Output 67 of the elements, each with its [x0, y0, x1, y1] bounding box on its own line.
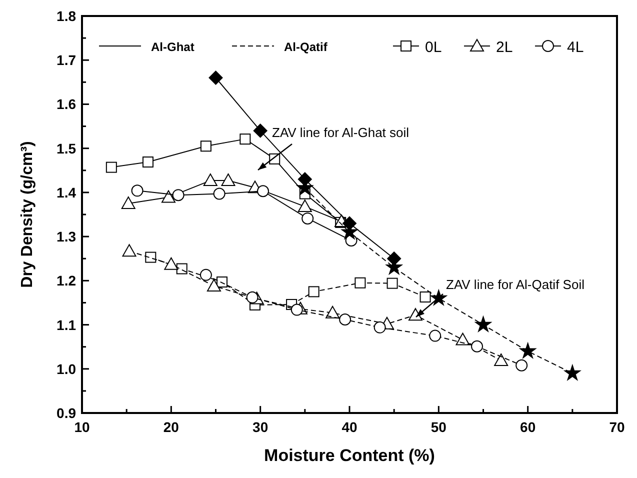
point [176, 263, 188, 274]
point [203, 174, 218, 186]
point [121, 196, 136, 209]
y-tick-label: 1.5 [56, 140, 76, 156]
x-tick-label: 60 [520, 419, 536, 435]
point [142, 156, 154, 168]
point [339, 313, 352, 326]
legend-label: 2L [496, 39, 513, 56]
point [429, 330, 442, 342]
x-tick-label: 40 [342, 419, 358, 435]
point [253, 124, 268, 138]
point [456, 332, 470, 346]
x-tick-label: 30 [252, 419, 268, 435]
point [494, 354, 508, 366]
point [200, 268, 212, 281]
annotation: Al-Qatif [284, 40, 328, 54]
point [216, 276, 228, 288]
point [213, 188, 226, 200]
point [206, 278, 221, 292]
point [516, 359, 528, 372]
point [354, 277, 366, 288]
legend-label: 0L [425, 39, 442, 56]
point [298, 200, 312, 212]
point [308, 286, 320, 298]
y-tick-label: 0.9 [56, 405, 76, 421]
point [122, 244, 136, 257]
point [221, 174, 236, 186]
y-tick-label: 1.8 [56, 8, 76, 24]
point [106, 162, 117, 173]
point [374, 321, 386, 334]
point [471, 340, 484, 352]
y-tick-label: 1.3 [56, 228, 76, 245]
point [246, 291, 258, 304]
x-tick-label: 20 [163, 419, 180, 435]
y-tick-label: 1.1 [56, 316, 76, 333]
point [131, 184, 144, 197]
point [164, 257, 178, 270]
x-axis-title: Moisture Content (%) [264, 446, 435, 465]
annotation: ZAV line for Al-Ghat soil [272, 125, 410, 140]
point [172, 189, 184, 202]
point [290, 304, 303, 316]
point [420, 291, 431, 302]
legend-label: 4L [567, 39, 584, 56]
x-tick-label: 50 [430, 419, 447, 435]
point [430, 290, 447, 306]
annotation: Al-Ghat [151, 40, 194, 54]
point [208, 70, 223, 85]
point [408, 308, 422, 321]
point [161, 190, 176, 203]
annotation: ZAV line for Al-Qatif Soil [446, 277, 585, 292]
point [200, 140, 212, 152]
point [257, 185, 270, 198]
y-axis-title: Dry Density (g/cm³) [19, 141, 36, 288]
point [520, 342, 536, 358]
point [302, 212, 314, 224]
y-tick-label: 1.4 [56, 184, 76, 200]
point [386, 278, 398, 289]
y-tick-label: 1.2 [56, 272, 76, 289]
y-tick-label: 1.0 [56, 360, 76, 377]
point [145, 252, 156, 263]
x-tick-label: 10 [74, 419, 90, 435]
point [240, 134, 251, 145]
point [475, 316, 492, 332]
y-tick-label: 1.6 [56, 96, 76, 112]
x-tick-label: 70 [609, 419, 625, 435]
point [564, 364, 580, 380]
y-tick-label: 1.7 [56, 52, 76, 68]
